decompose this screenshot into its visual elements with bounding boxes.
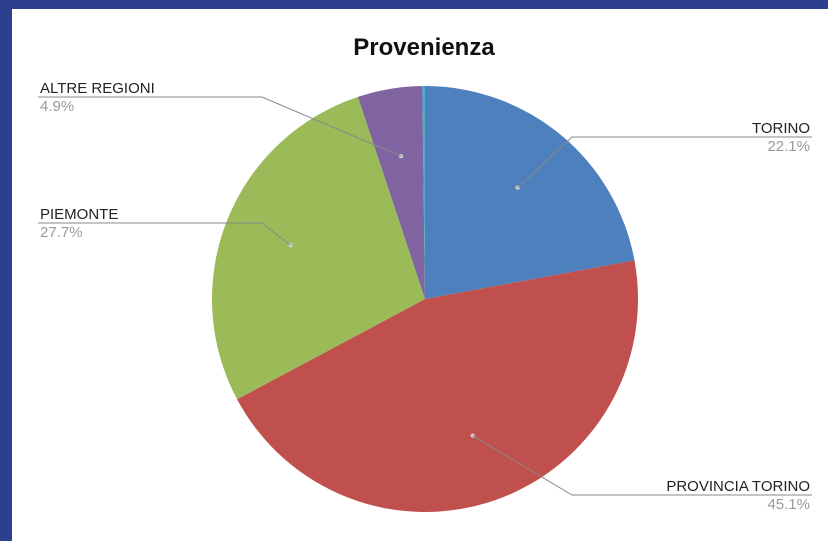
leader-line-piemonte bbox=[38, 222, 291, 246]
slice-label-provincia-torino: PROVINCIA TORINO bbox=[666, 478, 810, 495]
slice-percent-piemonte: 27.7% bbox=[40, 224, 83, 241]
slice-label-piemonte: PIEMONTE bbox=[40, 206, 118, 223]
pie-slices bbox=[212, 86, 639, 512]
pie-slice-minor bbox=[422, 86, 425, 299]
pie-slice-provincia-torino bbox=[237, 260, 639, 512]
leader-line-torino bbox=[517, 136, 812, 189]
chart-panel: Provenienza TORINO 22.1% PROVINCIA TORINO 4… bbox=[12, 9, 828, 541]
pie-slice-piemonte bbox=[212, 96, 425, 400]
slice-label-torino: TORINO bbox=[752, 120, 810, 137]
slice-percent-torino: 22.1% bbox=[767, 138, 810, 155]
slice-percent-altre-regioni: 4.9% bbox=[40, 98, 74, 115]
pie-slice-altre-regioni bbox=[357, 86, 425, 299]
slice-percent-provincia-torino: 45.1% bbox=[767, 496, 810, 513]
chart-title: Provenienza bbox=[353, 34, 495, 61]
leader-lines bbox=[38, 96, 812, 496]
slice-label-altre-regioni: ALTRE REGIONI bbox=[40, 80, 155, 97]
pie-slice-torino bbox=[425, 86, 635, 299]
leader-line-provincia-torino bbox=[472, 435, 812, 496]
leader-line-altre-regioni bbox=[38, 96, 402, 157]
